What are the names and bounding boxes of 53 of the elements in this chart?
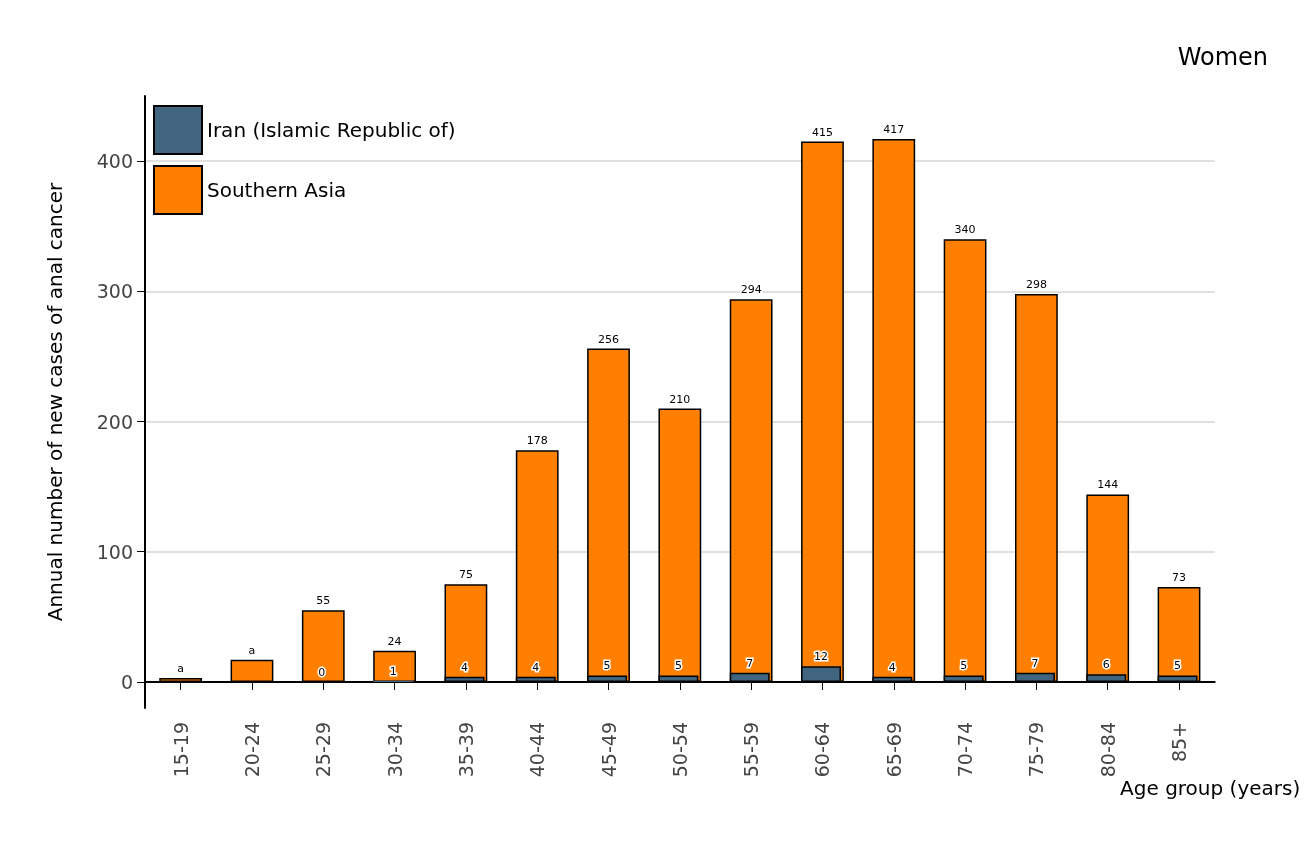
data-label: 294 [740,283,762,297]
data-label: 6 [1102,658,1110,672]
x-tick-label: 45-49 [597,722,620,778]
data-label: 210 [669,392,691,406]
data-label: 75 [458,568,473,582]
x-tick-label: 80-84 [1096,722,1119,778]
x-tick-label: 20-24 [240,722,263,778]
x-tick-label: 85+ [1168,722,1191,763]
data-label: 144 [1097,478,1119,492]
data-label: 5 [674,659,682,673]
data-label: 5 [1174,659,1182,673]
x-tick-label: 25-29 [312,722,335,778]
legend-label: Iran (Islamic Republic of) [207,118,456,142]
data-label: 340 [954,223,976,237]
y-tick-label: 300 [96,280,133,303]
x-tick-label: 70-74 [954,722,977,778]
x-tick-label: 75-79 [1025,722,1048,778]
data-label: 55 [316,594,331,608]
x-tick-label: 15-19 [169,722,192,778]
data-label: 1 [389,664,397,678]
data-label: 4 [460,660,468,674]
x-tick-label: 35-39 [454,722,477,778]
x-tick-label: 40-44 [526,722,549,778]
legend-label: Southern Asia [207,178,347,202]
y-tick-label: 400 [96,150,133,173]
data-label: a [248,643,256,657]
y-axis-title: Annual number of new cases of anal cancer [43,181,67,622]
y-tick-label: 0 [120,670,133,693]
data-label: a [177,662,185,676]
data-label: 7 [1031,656,1039,670]
x-tick-label: 60-64 [811,722,834,778]
chart-title: Women [1177,43,1269,71]
data-label: 5 [960,659,968,673]
data-label: 417 [883,122,905,136]
data-label: 415 [811,125,833,139]
x-tick-label: 55-59 [740,722,763,778]
data-label: 0 [318,665,326,679]
x-tick-label: 30-34 [383,722,406,778]
data-label: 178 [526,434,548,448]
data-label: 298 [1025,277,1047,291]
data-label: 7 [746,656,754,670]
data-label: 24 [387,634,402,648]
data-label: 256 [598,332,620,346]
data-label: 4 [888,660,896,674]
x-tick-label: 50-54 [668,722,691,778]
data-label: 5 [603,659,611,673]
x-axis-title: Age group (years) [1120,775,1301,800]
y-tick-label: 200 [96,410,133,433]
y-tick-label: 100 [96,540,133,563]
data-label: 4 [532,660,540,674]
data-label: 73 [1172,570,1187,584]
x-tick-label: 65-69 [882,722,905,778]
data-label: 12 [814,650,829,664]
